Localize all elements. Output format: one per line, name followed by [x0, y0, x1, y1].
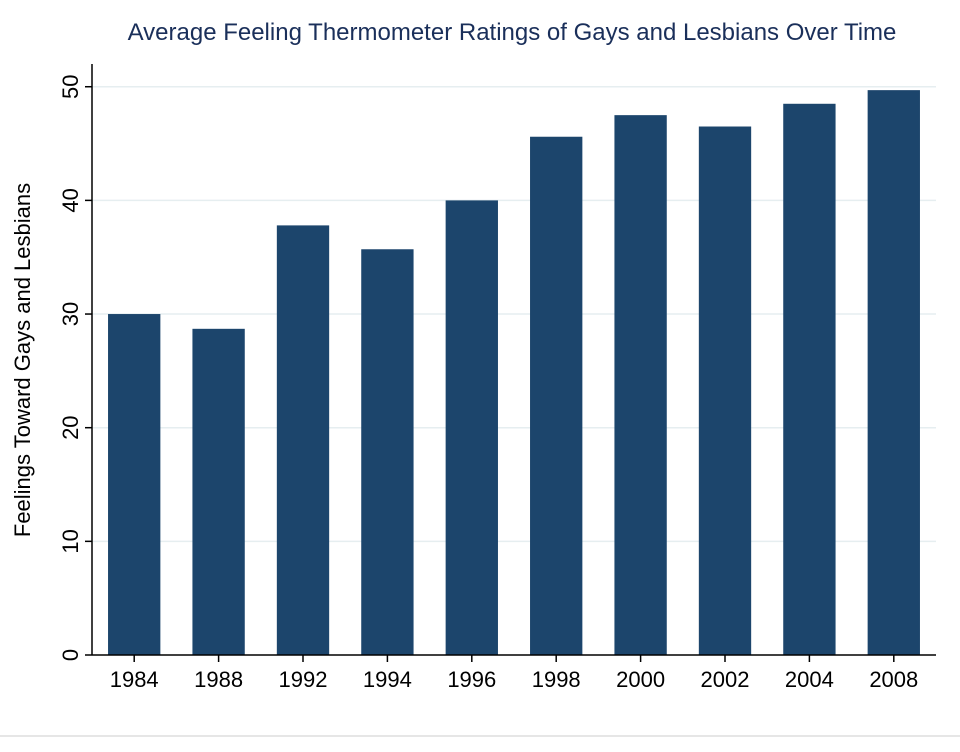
x-tick-label: 2008 [869, 667, 918, 692]
bar-2004 [783, 103, 836, 655]
y-tick-label: 20 [58, 415, 83, 439]
y-tick-labels: 0 10 20 30 40 50 [58, 74, 92, 661]
y-tick-label: 10 [58, 529, 83, 553]
bar-1984 [108, 314, 161, 655]
bar-1988 [192, 328, 245, 655]
bars [108, 90, 920, 656]
chart-title: Average Feeling Thermometer Ratings of G… [128, 19, 897, 46]
x-tick-label: 1998 [532, 667, 581, 692]
bar-1992 [276, 225, 330, 655]
x-tick-label: 2002 [701, 667, 750, 692]
x-tick-label: 1994 [363, 667, 412, 692]
axes [91, 64, 936, 656]
x-tick-label: 1992 [279, 667, 328, 692]
y-tick-label: 50 [58, 74, 83, 98]
x-tick-label: 2000 [616, 667, 665, 692]
y-tick-label: 0 [58, 649, 83, 661]
bar-2002 [698, 126, 752, 655]
bar-2000 [614, 115, 667, 656]
x-tick-label: 2004 [785, 667, 834, 692]
bar-1996 [445, 200, 498, 655]
bar-2008 [867, 90, 920, 655]
x-tick-labels: 1984 1988 1992 1994 1996 1998 2000 2002 2004 2008 [110, 655, 918, 692]
bar-1994 [361, 249, 414, 655]
x-tick-label: 1984 [110, 667, 159, 692]
y-tick-label: 40 [58, 188, 83, 212]
x-tick-label: 1996 [447, 667, 496, 692]
y-tick-label: 30 [58, 302, 83, 326]
bar-1998 [530, 136, 583, 655]
bottom-rule [0, 735, 960, 737]
x-tick-label: 1988 [194, 667, 243, 692]
y-axis-label: Feelings Toward Gays and Lesbians [10, 183, 35, 537]
